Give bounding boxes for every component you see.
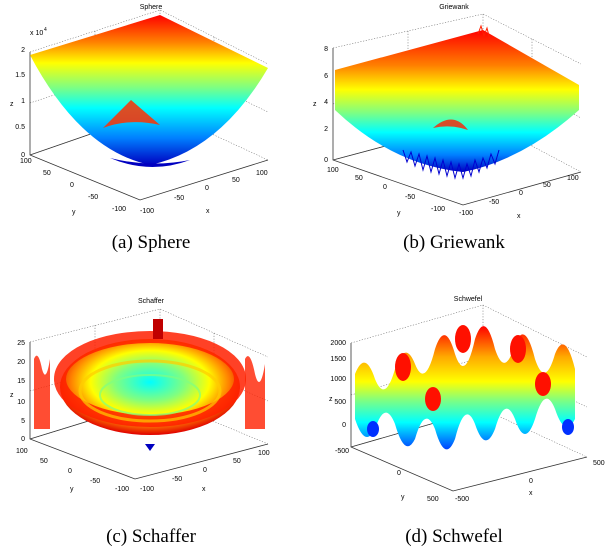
x-tick: 100 — [567, 175, 579, 182]
y-tick: 0 — [68, 468, 72, 475]
y-axis-label: y — [70, 486, 74, 493]
exponent-power: 4 — [44, 27, 47, 33]
z-tick: 0 — [342, 422, 346, 429]
z-tick: 500 — [334, 399, 346, 406]
z-axis-label: z — [313, 101, 317, 108]
x-tick: 50 — [233, 458, 241, 465]
z-tick: 20 — [17, 359, 25, 366]
x-tick: -100 — [140, 486, 154, 493]
schaffer-plot: Schaffer 0 5 10 15 20 25 z 100 50 0 -50 … — [10, 298, 270, 493]
sphere-plot: Sphere x 10 4 0 0.5 1 1.5 2 z 100 50 0 -… — [10, 4, 269, 216]
back-wall-grid — [332, 13, 582, 173]
plot-title: Griewank — [439, 4, 469, 11]
z-tick: 1000 — [330, 376, 346, 383]
z-axis-label: z — [10, 101, 14, 108]
y-axis-label: y — [72, 209, 76, 216]
z-tick: 5 — [21, 418, 25, 425]
plot-title: Schwefel — [454, 296, 483, 303]
x-axis-label: x — [517, 213, 521, 220]
figure-caption: (b) Griewank — [403, 232, 505, 253]
x-tick: -500 — [455, 496, 469, 503]
figure-caption: (d) Schwefel — [405, 526, 503, 547]
y-tick: -50 — [90, 478, 100, 485]
z-tick: 0 — [324, 157, 328, 164]
exponent-label: x 10 — [30, 30, 43, 37]
z-tick: 25 — [17, 340, 25, 347]
y-tick: 0 — [383, 184, 387, 191]
griewank-plot: Griewank 0 2 4 6 8 z 100 50 0 -50 -100 y… — [313, 4, 582, 220]
x-axis-label: x — [529, 490, 533, 497]
x-axis-label: x — [206, 208, 210, 215]
x-tick: -50 — [174, 195, 184, 202]
y-tick: 0 — [397, 470, 401, 477]
y-tick: -100 — [431, 206, 445, 213]
x-tick: -100 — [140, 208, 154, 215]
y-tick: -100 — [112, 206, 126, 213]
x-tick: -50 — [172, 476, 182, 483]
z-tick: 15 — [17, 378, 25, 385]
plot-title: Sphere — [140, 4, 163, 11]
z-tick: 1.5 — [15, 72, 25, 79]
z-tick: 8 — [324, 46, 328, 53]
x-tick: -100 — [459, 210, 473, 217]
z-tick: 2 — [324, 126, 328, 133]
y-tick: 50 — [40, 458, 48, 465]
z-tick: 2000 — [330, 340, 346, 347]
z-tick: 2 — [21, 47, 25, 54]
y-tick: -500 — [335, 448, 349, 455]
x-tick: 0 — [203, 467, 207, 474]
schwefel-plot: Schwefel 0 500 1000 1500 2000 z -500 0 5… — [329, 296, 605, 503]
y-tick: 100 — [16, 448, 28, 455]
figure-caption: (c) Schaffer — [106, 526, 196, 547]
x-tick: 500 — [593, 460, 605, 467]
x-tick: 0 — [529, 478, 533, 485]
x-tick: 0 — [205, 185, 209, 192]
y-tick: 100 — [327, 167, 339, 174]
z-tick: 0 — [21, 152, 25, 159]
y-tick: -100 — [115, 486, 129, 493]
sphere-surface — [30, 15, 268, 165]
z-tick: 6 — [324, 73, 328, 80]
panel-schwefel: Schwefel 0 500 1000 1500 2000 z -500 0 5… — [303, 279, 605, 557]
y-tick: -50 — [405, 194, 415, 201]
z-tick: 1 — [21, 98, 25, 105]
x-tick: 50 — [232, 177, 240, 184]
x-tick: 100 — [256, 170, 268, 177]
panel-griewank: Griewank 0 2 4 6 8 z 100 50 0 -50 -100 y… — [303, 0, 605, 278]
panel-schaffer: Schaffer 0 5 10 15 20 25 z 100 50 0 -50 … — [0, 279, 302, 557]
z-axis-label: z — [10, 392, 14, 399]
y-tick: -50 — [88, 194, 98, 201]
y-tick: 100 — [20, 158, 32, 165]
z-tick: 4 — [324, 99, 328, 106]
z-tick: 10 — [17, 399, 25, 406]
y-tick: 500 — [427, 496, 439, 503]
y-axis-label: y — [401, 494, 405, 501]
x-tick: 50 — [543, 182, 551, 189]
figure-caption: (a) Sphere — [111, 232, 191, 253]
z-tick: 0 — [21, 436, 25, 443]
y-tick: 50 — [43, 170, 51, 177]
x-tick: 100 — [258, 450, 270, 457]
plot-title: Schaffer — [138, 298, 165, 305]
z-tick: 0.5 — [15, 124, 25, 131]
x-tick: -50 — [489, 199, 499, 206]
y-axis-label: y — [397, 210, 401, 217]
x-tick: 0 — [519, 190, 523, 197]
z-axis-label: z — [329, 396, 333, 403]
y-tick: 0 — [70, 182, 74, 189]
x-axis-label: x — [202, 486, 206, 493]
y-tick: 50 — [355, 175, 363, 182]
panel-sphere: Sphere x 10 4 0 0.5 1 1.5 2 z 100 50 0 -… — [0, 0, 302, 278]
z-tick: 1500 — [330, 356, 346, 363]
griewank-surface — [335, 30, 579, 172]
